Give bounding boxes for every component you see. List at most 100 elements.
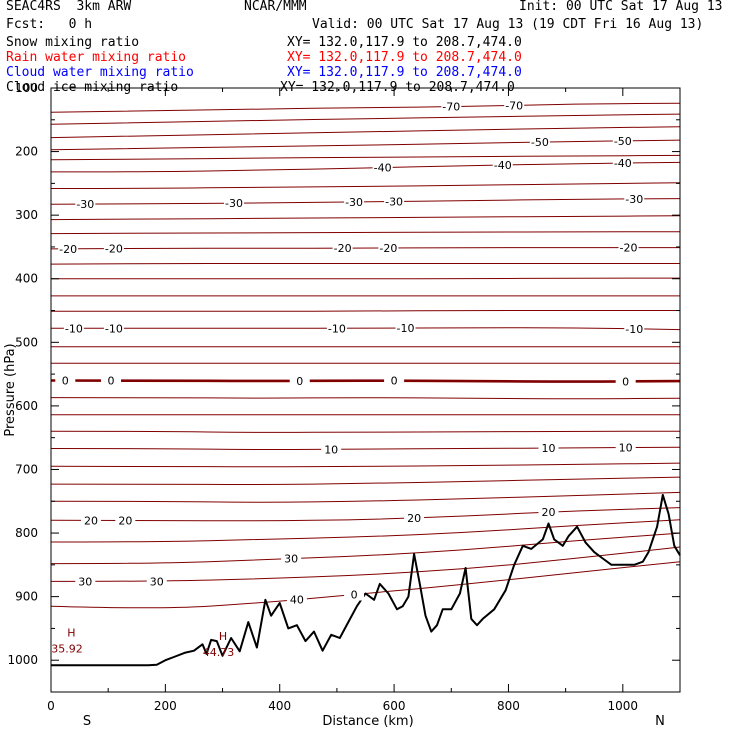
org-title: NCAR/MMM — [244, 0, 307, 14]
contour-line — [50, 532, 681, 565]
contour-label-bg — [75, 575, 96, 588]
contour-label: -10 — [328, 322, 346, 335]
contour-label: 0 — [62, 374, 69, 387]
contour-label: -20 — [620, 242, 638, 255]
contour-label: -40 — [494, 159, 512, 172]
y-tick-label: 600 — [15, 399, 38, 413]
contour-label: 40 — [290, 594, 304, 607]
contour-label: -70 — [442, 101, 460, 114]
contour-label-bg — [75, 198, 96, 211]
contour-label-bg — [326, 322, 347, 335]
contour-label: 30 — [284, 553, 298, 566]
contour-label: -20 — [59, 243, 77, 256]
contour-label-bg — [538, 442, 559, 455]
contour-label-bg — [624, 322, 645, 335]
x-tick-label: 1000 — [608, 699, 639, 713]
contour-label-bg — [612, 134, 633, 147]
contour-line — [50, 491, 681, 503]
contour-line — [50, 277, 680, 280]
contour-line — [50, 102, 681, 113]
contour-label: 0 — [622, 375, 629, 388]
plot-frame — [50, 87, 681, 693]
contour-line — [50, 507, 681, 522]
contour-label-bg — [344, 195, 365, 208]
contour-label-bg — [404, 511, 425, 524]
legend-cloud-water-xy: XY= 132.0,117.9 to 208.7,474.0 — [287, 65, 522, 80]
contour-line — [50, 462, 681, 468]
contour-label-bg — [504, 99, 525, 112]
contour-label-bg — [281, 552, 302, 565]
contour-label: -50 — [614, 135, 632, 148]
contour-label-bg — [615, 375, 636, 388]
contour-layer — [50, 102, 681, 609]
contour-label-bg — [321, 443, 342, 456]
y-tick-label: 800 — [15, 526, 38, 540]
contour-label: 20 — [541, 506, 555, 519]
y-tick-label: 900 — [15, 590, 38, 604]
contour-label: -40 — [614, 157, 632, 170]
x-tick-label: 600 — [383, 699, 406, 713]
contour-label-bg — [538, 506, 559, 519]
y-tick-label: 200 — [15, 145, 38, 159]
terrain-layer — [51, 493, 681, 667]
contour-label: 20 — [118, 514, 132, 527]
legend-rain-xy: XY= 132.0,117.9 to 208.7,474.0 — [287, 50, 522, 65]
contour-label-bg — [529, 136, 550, 149]
contour-label: 30 — [78, 575, 92, 588]
contour-label: 0 — [108, 374, 115, 387]
contour-label-bg — [289, 374, 310, 387]
y-tick-label: 400 — [15, 272, 38, 286]
contour-line — [50, 430, 680, 433]
contour-label: -20 — [334, 242, 352, 255]
contour-label: -30 — [225, 197, 243, 210]
x-tick-label: 200 — [154, 699, 177, 713]
contour-label-bg — [103, 242, 124, 255]
y-tick-label: 500 — [15, 335, 38, 349]
contour-line — [50, 561, 681, 609]
contour-label: -30 — [385, 195, 403, 208]
contour-label: 0 — [296, 375, 303, 388]
y-tick-label: 300 — [15, 208, 38, 222]
contour-line — [50, 519, 681, 543]
contour-label: 10 — [619, 442, 633, 455]
y-axis-label: Pressure (hPa) — [3, 343, 18, 436]
contour-label: 0 — [351, 588, 358, 601]
contour-label: -20 — [105, 242, 123, 255]
high-marker-letter: H — [67, 627, 75, 640]
contour-label-bg — [55, 374, 76, 387]
contour-line — [50, 546, 681, 582]
valid-time: Valid: 00 UTC Sat 17 Aug 13 (19 CDT Fri … — [312, 17, 704, 32]
contour-label: -50 — [531, 136, 549, 149]
contour-label: 0 — [391, 375, 398, 388]
contour-line — [51, 309, 680, 312]
legend-rain-label: Rain water mixing ratio — [6, 50, 187, 65]
contour-label-bg — [344, 588, 365, 601]
terrain-line — [51, 493, 681, 667]
high-marker-value: 44.73 — [203, 646, 235, 659]
contour-label-bg — [615, 441, 636, 454]
forecast-hour: Fcst: 0 h — [6, 17, 93, 32]
contour-line — [50, 397, 681, 400]
contour-label: -70 — [505, 99, 523, 112]
contour-label-bg — [58, 242, 79, 255]
contour-label-layer: -70 -70 -50 -50 -40 -40 -40 -30 -30 -30 -30 -30 -20 -… — [51, 99, 645, 659]
contour-label-bg — [624, 192, 645, 205]
contour-line — [50, 247, 680, 250]
contour-line — [50, 198, 681, 205]
contour-line — [50, 154, 681, 161]
contour-label: -10 — [105, 322, 123, 335]
x-axis-right-end-label: N — [655, 714, 665, 729]
contour-label: -10 — [625, 323, 643, 336]
contour-line — [50, 139, 681, 151]
contour-label-bg — [223, 197, 244, 210]
y-tick-label: 1000 — [7, 653, 38, 667]
model-title: SEAC4RS 3km ARW — [6, 0, 132, 14]
x-axis-left-end-label: S — [83, 714, 91, 729]
contour-label-bg — [332, 242, 353, 255]
high-marker-letter: H — [219, 630, 227, 643]
contour-line — [50, 379, 681, 383]
x-axis-label: Distance (km) — [322, 714, 413, 729]
contour-label: -30 — [345, 196, 363, 209]
